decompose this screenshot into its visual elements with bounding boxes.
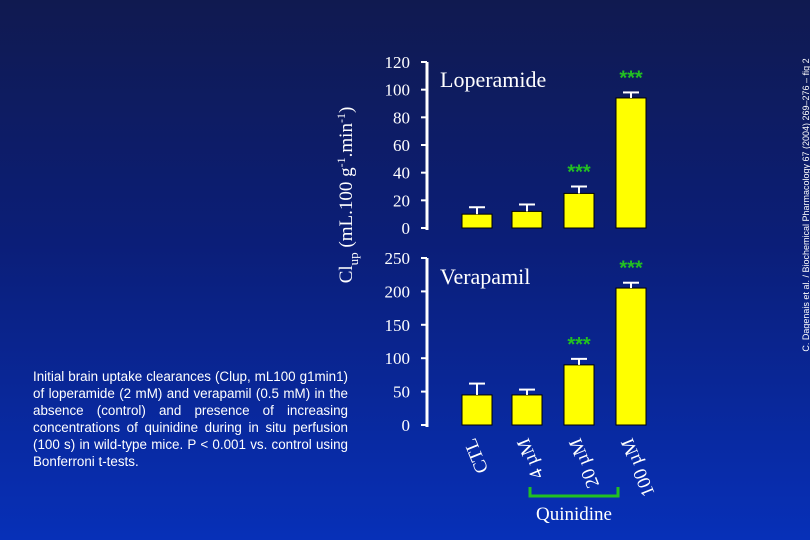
bar (615, 287, 647, 426)
bar (563, 192, 595, 229)
panel-title: Verapamil (440, 264, 530, 289)
significance-marker: *** (567, 334, 591, 356)
y-tick-label: 200 (385, 282, 411, 301)
significance-marker: *** (619, 67, 643, 89)
y-tick-label: 100 (385, 349, 411, 368)
quinidine-bracket (528, 487, 620, 498)
y-tick-label: 150 (385, 316, 411, 335)
bar (461, 394, 493, 426)
verapamil-panel: 0 50 100 150 200 250 Verapamil *** *** (385, 249, 647, 435)
significance-marker: *** (619, 258, 643, 280)
y-tick-label: 0 (402, 219, 411, 238)
bar (511, 210, 543, 229)
y-tick-label: 50 (393, 383, 410, 402)
significance-marker: *** (567, 162, 591, 184)
y-tick-label: 100 (385, 81, 411, 100)
category-labels: CTL 4 µM 20 µM 100 µM (460, 435, 659, 500)
category-label: 20 µM (565, 435, 604, 491)
y-tick-label: 120 (385, 53, 411, 72)
bar (511, 394, 543, 426)
figure-caption: Initial brain uptake clearances (Clup, m… (33, 369, 348, 469)
y-tick-label: 20 (393, 191, 410, 210)
y-tick-label: 60 (393, 136, 410, 155)
category-label: 100 µM (617, 435, 659, 500)
y-tick-label: 0 (402, 416, 411, 435)
y-tick-label: 80 (393, 108, 410, 127)
y-axis-label: Clup (mL.100 g-1.min-1) (334, 107, 361, 284)
credit-line: C. Dagenais et al. / Biochemical Pharmac… (801, 58, 810, 352)
y-tick-label: 40 (393, 164, 410, 183)
bar (461, 213, 493, 229)
bar (563, 364, 595, 426)
category-label: CTL (460, 435, 493, 476)
loperamide-panel: 0 20 40 60 80 100 120 Loperamide *** *** (385, 53, 647, 238)
y-tick-label: 250 (385, 249, 411, 268)
panel-title: Loperamide (440, 67, 546, 92)
category-label: 4 µM (513, 435, 548, 482)
quinidine-label: Quinidine (536, 504, 612, 525)
bar (615, 97, 647, 229)
